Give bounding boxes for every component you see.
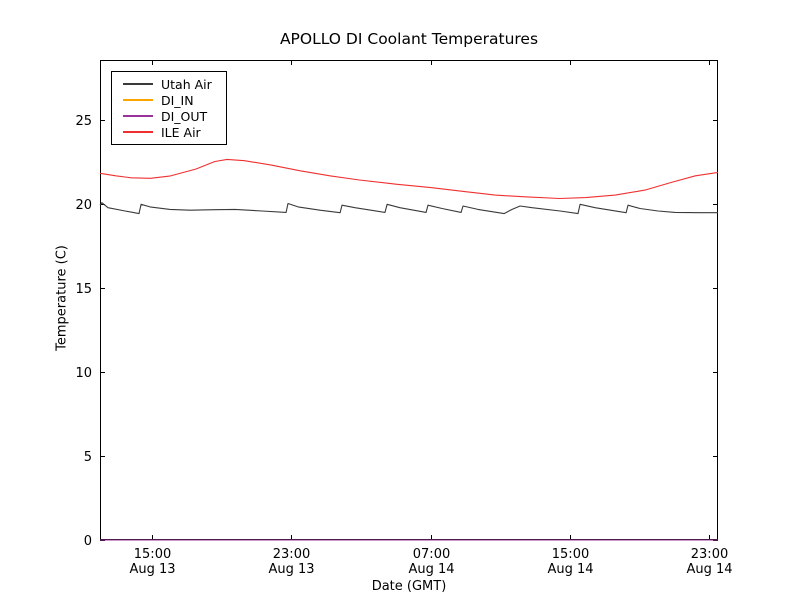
x-tick-label-date: Aug 14	[408, 562, 454, 577]
x-tick-label-date: Aug 14	[547, 562, 593, 577]
legend-label-utah-air: Utah Air	[161, 76, 212, 92]
legend-item-utah-air: Utah Air	[112, 76, 226, 92]
legend-label-ile-air: ILE Air	[161, 124, 201, 140]
chart-title: APOLLO DI Coolant Temperatures	[279, 30, 539, 48]
y-tick-label: 20	[75, 198, 92, 213]
y-tick-label: 25	[75, 114, 92, 129]
y-tick-label: 5	[84, 450, 92, 465]
legend-line-sample-di-out	[123, 115, 153, 117]
x-tick-label-date: Aug 13	[268, 562, 314, 577]
x-tick-label-date: Aug 14	[686, 562, 732, 577]
y-tick-label: 0	[84, 534, 92, 549]
y-tick-label: 10	[75, 366, 92, 381]
legend-line-sample-utah-air	[123, 83, 153, 85]
legend: Utah Air DI_IN DI_OUT ILE Air	[111, 71, 227, 145]
y-tick-label: 15	[75, 282, 92, 297]
x-tick-label-date: Aug 13	[129, 562, 175, 577]
legend-item-di-out: DI_OUT	[112, 108, 226, 124]
legend-line-sample-di-in	[123, 99, 153, 101]
x-axis-label: Date (GMT)	[371, 579, 447, 594]
x-tick-label-time: 15:00	[552, 547, 589, 562]
legend-label-di-in: DI_IN	[161, 92, 194, 108]
series-line-ile-air	[99, 158, 719, 200]
x-tick-label-time: 23:00	[273, 547, 310, 562]
x-tick-label-time: 15:00	[134, 547, 171, 562]
x-tick-label-time: 23:00	[691, 547, 728, 562]
legend-item-di-in: DI_IN	[112, 92, 226, 108]
legend-label-di-out: DI_OUT	[161, 108, 208, 124]
series-line-utah-air	[99, 202, 718, 215]
legend-item-ile-air: ILE Air	[112, 124, 226, 140]
legend-line-sample-ile-air	[123, 131, 153, 133]
x-tick-label-time: 07:00	[413, 547, 450, 562]
